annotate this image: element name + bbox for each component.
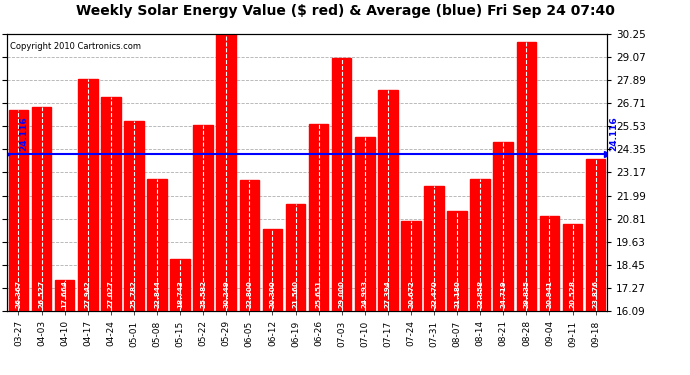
Text: 24.116: 24.116 [19, 116, 28, 151]
Bar [493, 142, 513, 311]
Text: Copyright 2010 Cartronics.com: Copyright 2010 Cartronics.com [10, 42, 141, 51]
Text: 27.394: 27.394 [385, 280, 391, 308]
Text: 24.719: 24.719 [500, 280, 506, 308]
Text: 27.027: 27.027 [108, 280, 114, 308]
Bar [401, 222, 421, 311]
Text: 21.180: 21.180 [454, 280, 460, 308]
Bar [239, 180, 259, 311]
Bar [147, 179, 167, 311]
Bar [9, 110, 28, 311]
Text: Weekly Solar Energy Value ($ red) & Average (blue) Fri Sep 24 07:40: Weekly Solar Energy Value ($ red) & Aver… [76, 4, 614, 18]
Bar [471, 178, 490, 311]
Bar [55, 280, 75, 311]
Text: 21.560: 21.560 [293, 280, 299, 308]
Bar [517, 42, 536, 311]
Text: 22.800: 22.800 [246, 280, 253, 308]
Text: 24.116: 24.116 [609, 116, 618, 151]
Text: 25.651: 25.651 [315, 280, 322, 308]
Bar [101, 97, 121, 311]
Text: 22.844: 22.844 [154, 280, 160, 308]
Bar [193, 125, 213, 311]
Text: 22.858: 22.858 [477, 280, 483, 308]
Bar [263, 229, 282, 311]
Bar [124, 121, 144, 311]
Bar [309, 124, 328, 311]
Text: 25.782: 25.782 [131, 280, 137, 308]
Bar [286, 204, 305, 311]
Bar [378, 90, 397, 311]
Bar [540, 216, 560, 311]
Text: 29.000: 29.000 [339, 280, 345, 308]
Text: 20.300: 20.300 [269, 280, 275, 308]
Text: 26.527: 26.527 [39, 280, 45, 308]
Bar [78, 79, 97, 311]
Text: 27.942: 27.942 [85, 280, 90, 308]
Bar [563, 224, 582, 311]
Bar [424, 186, 444, 311]
Bar [217, 34, 236, 311]
Text: 18.743: 18.743 [177, 280, 183, 308]
Bar [447, 211, 467, 311]
Text: 25.582: 25.582 [200, 280, 206, 308]
Bar [355, 137, 375, 311]
Text: 30.249: 30.249 [224, 280, 229, 308]
Text: 20.672: 20.672 [408, 280, 414, 308]
Text: 23.876: 23.876 [593, 280, 599, 308]
Text: 20.941: 20.941 [546, 280, 553, 308]
Text: 20.528: 20.528 [569, 280, 575, 308]
Bar [586, 159, 605, 311]
Text: 22.470: 22.470 [431, 280, 437, 308]
Bar [170, 259, 190, 311]
Bar [32, 107, 51, 311]
Text: 24.993: 24.993 [362, 280, 368, 308]
Bar [332, 58, 351, 311]
Text: 26.367: 26.367 [15, 280, 21, 308]
Text: 17.664: 17.664 [61, 280, 68, 308]
Text: 29.835: 29.835 [524, 280, 529, 308]
